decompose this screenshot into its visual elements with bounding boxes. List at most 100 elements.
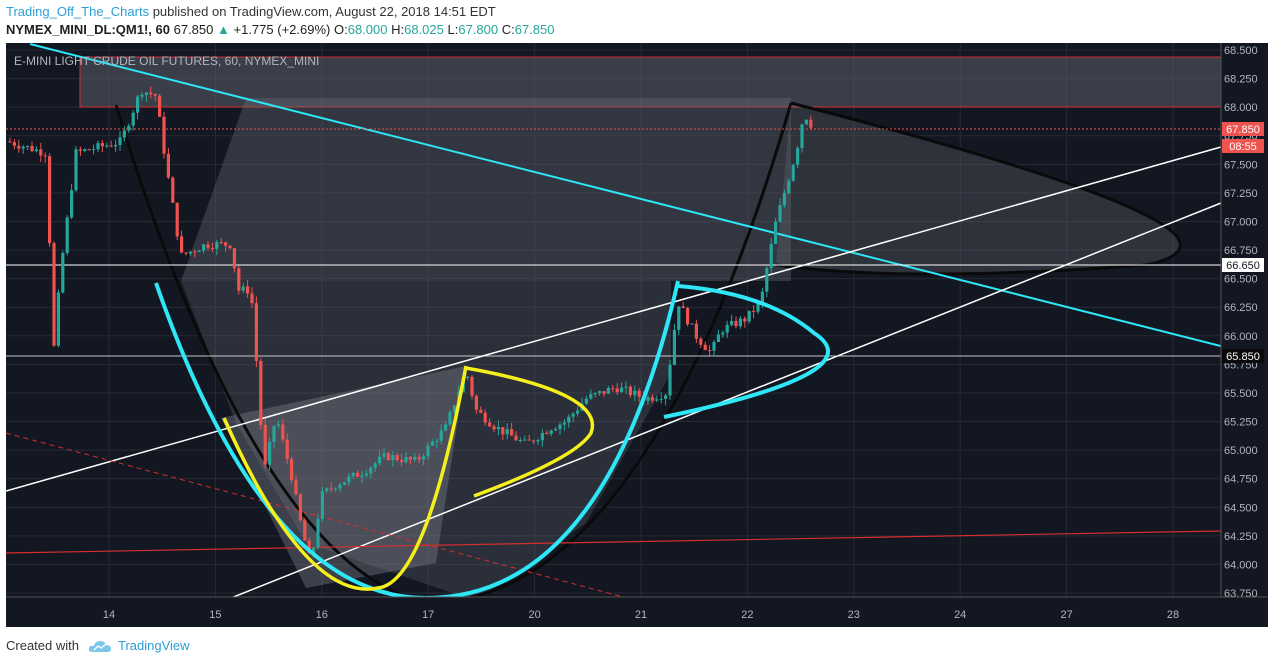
candle-body: [83, 149, 87, 151]
candle-body: [378, 456, 382, 464]
candle-body: [615, 388, 619, 393]
candle-body: [342, 482, 346, 485]
candle-body: [30, 145, 34, 152]
candle-body: [228, 245, 232, 249]
candle-body: [677, 306, 681, 330]
candle-body: [523, 439, 527, 441]
candle-body: [611, 388, 615, 390]
candle-body: [118, 137, 122, 145]
created-with-text: Created with: [6, 638, 79, 653]
candle-body: [466, 376, 470, 378]
y-tick-label: 64.500: [1224, 502, 1258, 514]
candle-body: [206, 244, 210, 248]
last-price-badge-text: 67.850: [1226, 124, 1260, 136]
candle-body: [655, 399, 659, 401]
candle-body: [197, 250, 201, 252]
candle-body: [188, 251, 192, 254]
candle-body: [483, 412, 487, 423]
yellow-handle-curve[interactable]: [465, 366, 595, 498]
candle-body: [430, 441, 434, 446]
y-tick-label: 67.000: [1224, 216, 1258, 228]
countdown-badge-text: 08:55: [1229, 141, 1257, 153]
yellow-cup-curve[interactable]: [222, 365, 468, 591]
candle-body: [752, 310, 756, 312]
candle-body: [285, 439, 289, 460]
x-tick-label: 24: [954, 609, 966, 621]
candle-body: [703, 344, 707, 351]
candle-body: [193, 251, 197, 253]
x-tick-label: 27: [1060, 609, 1072, 621]
candle-body: [694, 323, 698, 339]
candle-body: [21, 146, 25, 149]
candle-body: [571, 413, 575, 417]
symbol-line: NYMEX_MINI_DL:QM1!, 60 67.850 ▲ +1.775 (…: [6, 22, 555, 37]
candle-body: [61, 253, 65, 293]
candle-body: [659, 398, 663, 400]
candle-body: [708, 350, 712, 352]
author-link[interactable]: Trading_Off_The_Charts: [6, 4, 150, 19]
up-arrow-icon: ▲: [217, 22, 230, 37]
candle-body: [382, 453, 386, 457]
candle-body: [391, 455, 395, 461]
candle-body: [734, 320, 738, 327]
tradingview-link[interactable]: TradingView: [118, 638, 190, 653]
price-chart[interactable]: E-MINI LIGHT CRUDE OIL FUTURES, 60, NYME…: [5, 43, 1269, 627]
candle-body: [12, 142, 16, 146]
candle-body: [224, 242, 228, 246]
publish-header: Trading_Off_The_Charts published on Trad…: [0, 0, 1274, 42]
x-tick-label: 15: [209, 609, 221, 621]
candle-body: [598, 391, 602, 394]
candle-body: [510, 429, 514, 436]
candle-body: [140, 94, 144, 97]
candle-body: [232, 248, 236, 269]
red-dashed-line[interactable]: [5, 432, 647, 604]
upper-channel-line[interactable]: [5, 146, 1222, 492]
x-tick-label: 20: [528, 609, 540, 621]
candle-body: [360, 475, 364, 478]
candle-body: [787, 180, 791, 193]
candle-body: [259, 360, 263, 425]
candle-body: [452, 405, 456, 413]
red-support-line[interactable]: [5, 530, 1222, 554]
candle-body: [646, 397, 650, 401]
candle-body: [589, 394, 593, 399]
candle-body: [338, 484, 342, 489]
candle-body: [690, 323, 694, 325]
candle-body: [114, 144, 118, 147]
level-badge-65850: [1222, 349, 1264, 363]
lower-channel-line[interactable]: [230, 202, 1222, 599]
time-axis[interactable]: [6, 597, 1268, 627]
level-badge-66650: [1222, 258, 1264, 272]
candle-body: [514, 435, 518, 441]
y-tick-label: 67.250: [1224, 188, 1258, 200]
candle-body: [562, 422, 566, 425]
y-tick-label: 66.250: [1224, 302, 1258, 314]
candle-body: [17, 145, 21, 149]
y-tick-label: 66.500: [1224, 274, 1258, 286]
level-badge-66650-text: 66.650: [1226, 260, 1260, 272]
candle-body: [576, 410, 580, 414]
candle-body: [730, 320, 734, 325]
candle-body: [774, 221, 778, 244]
candle-body: [532, 440, 536, 442]
candle-body: [351, 472, 355, 477]
chart-area[interactable]: E-MINI LIGHT CRUDE OIL FUTURES, 60, NYME…: [5, 43, 1269, 627]
candle-body: [325, 488, 329, 492]
y-tick-label: 67.500: [1224, 159, 1258, 171]
candle-body: [202, 244, 206, 251]
countdown-badge: [1222, 139, 1264, 153]
candle-body: [769, 243, 773, 269]
candle-body: [329, 488, 333, 490]
candle-body: [444, 424, 448, 431]
cyan-handle-curve[interactable]: [663, 284, 830, 419]
candle-body: [26, 145, 30, 147]
publish-line: Trading_Off_The_Charts published on Trad…: [6, 4, 496, 19]
candle-body: [716, 334, 720, 342]
candle-body: [650, 397, 654, 401]
y-tick-label: 66.750: [1224, 245, 1258, 257]
tradingview-cloud-icon: [88, 641, 111, 652]
cyan-downtrend-line[interactable]: [29, 43, 1269, 359]
candle-body: [743, 318, 747, 322]
handle-outline[interactable]: [775, 101, 1182, 276]
resistance-zone[interactable]: [79, 56, 1222, 108]
